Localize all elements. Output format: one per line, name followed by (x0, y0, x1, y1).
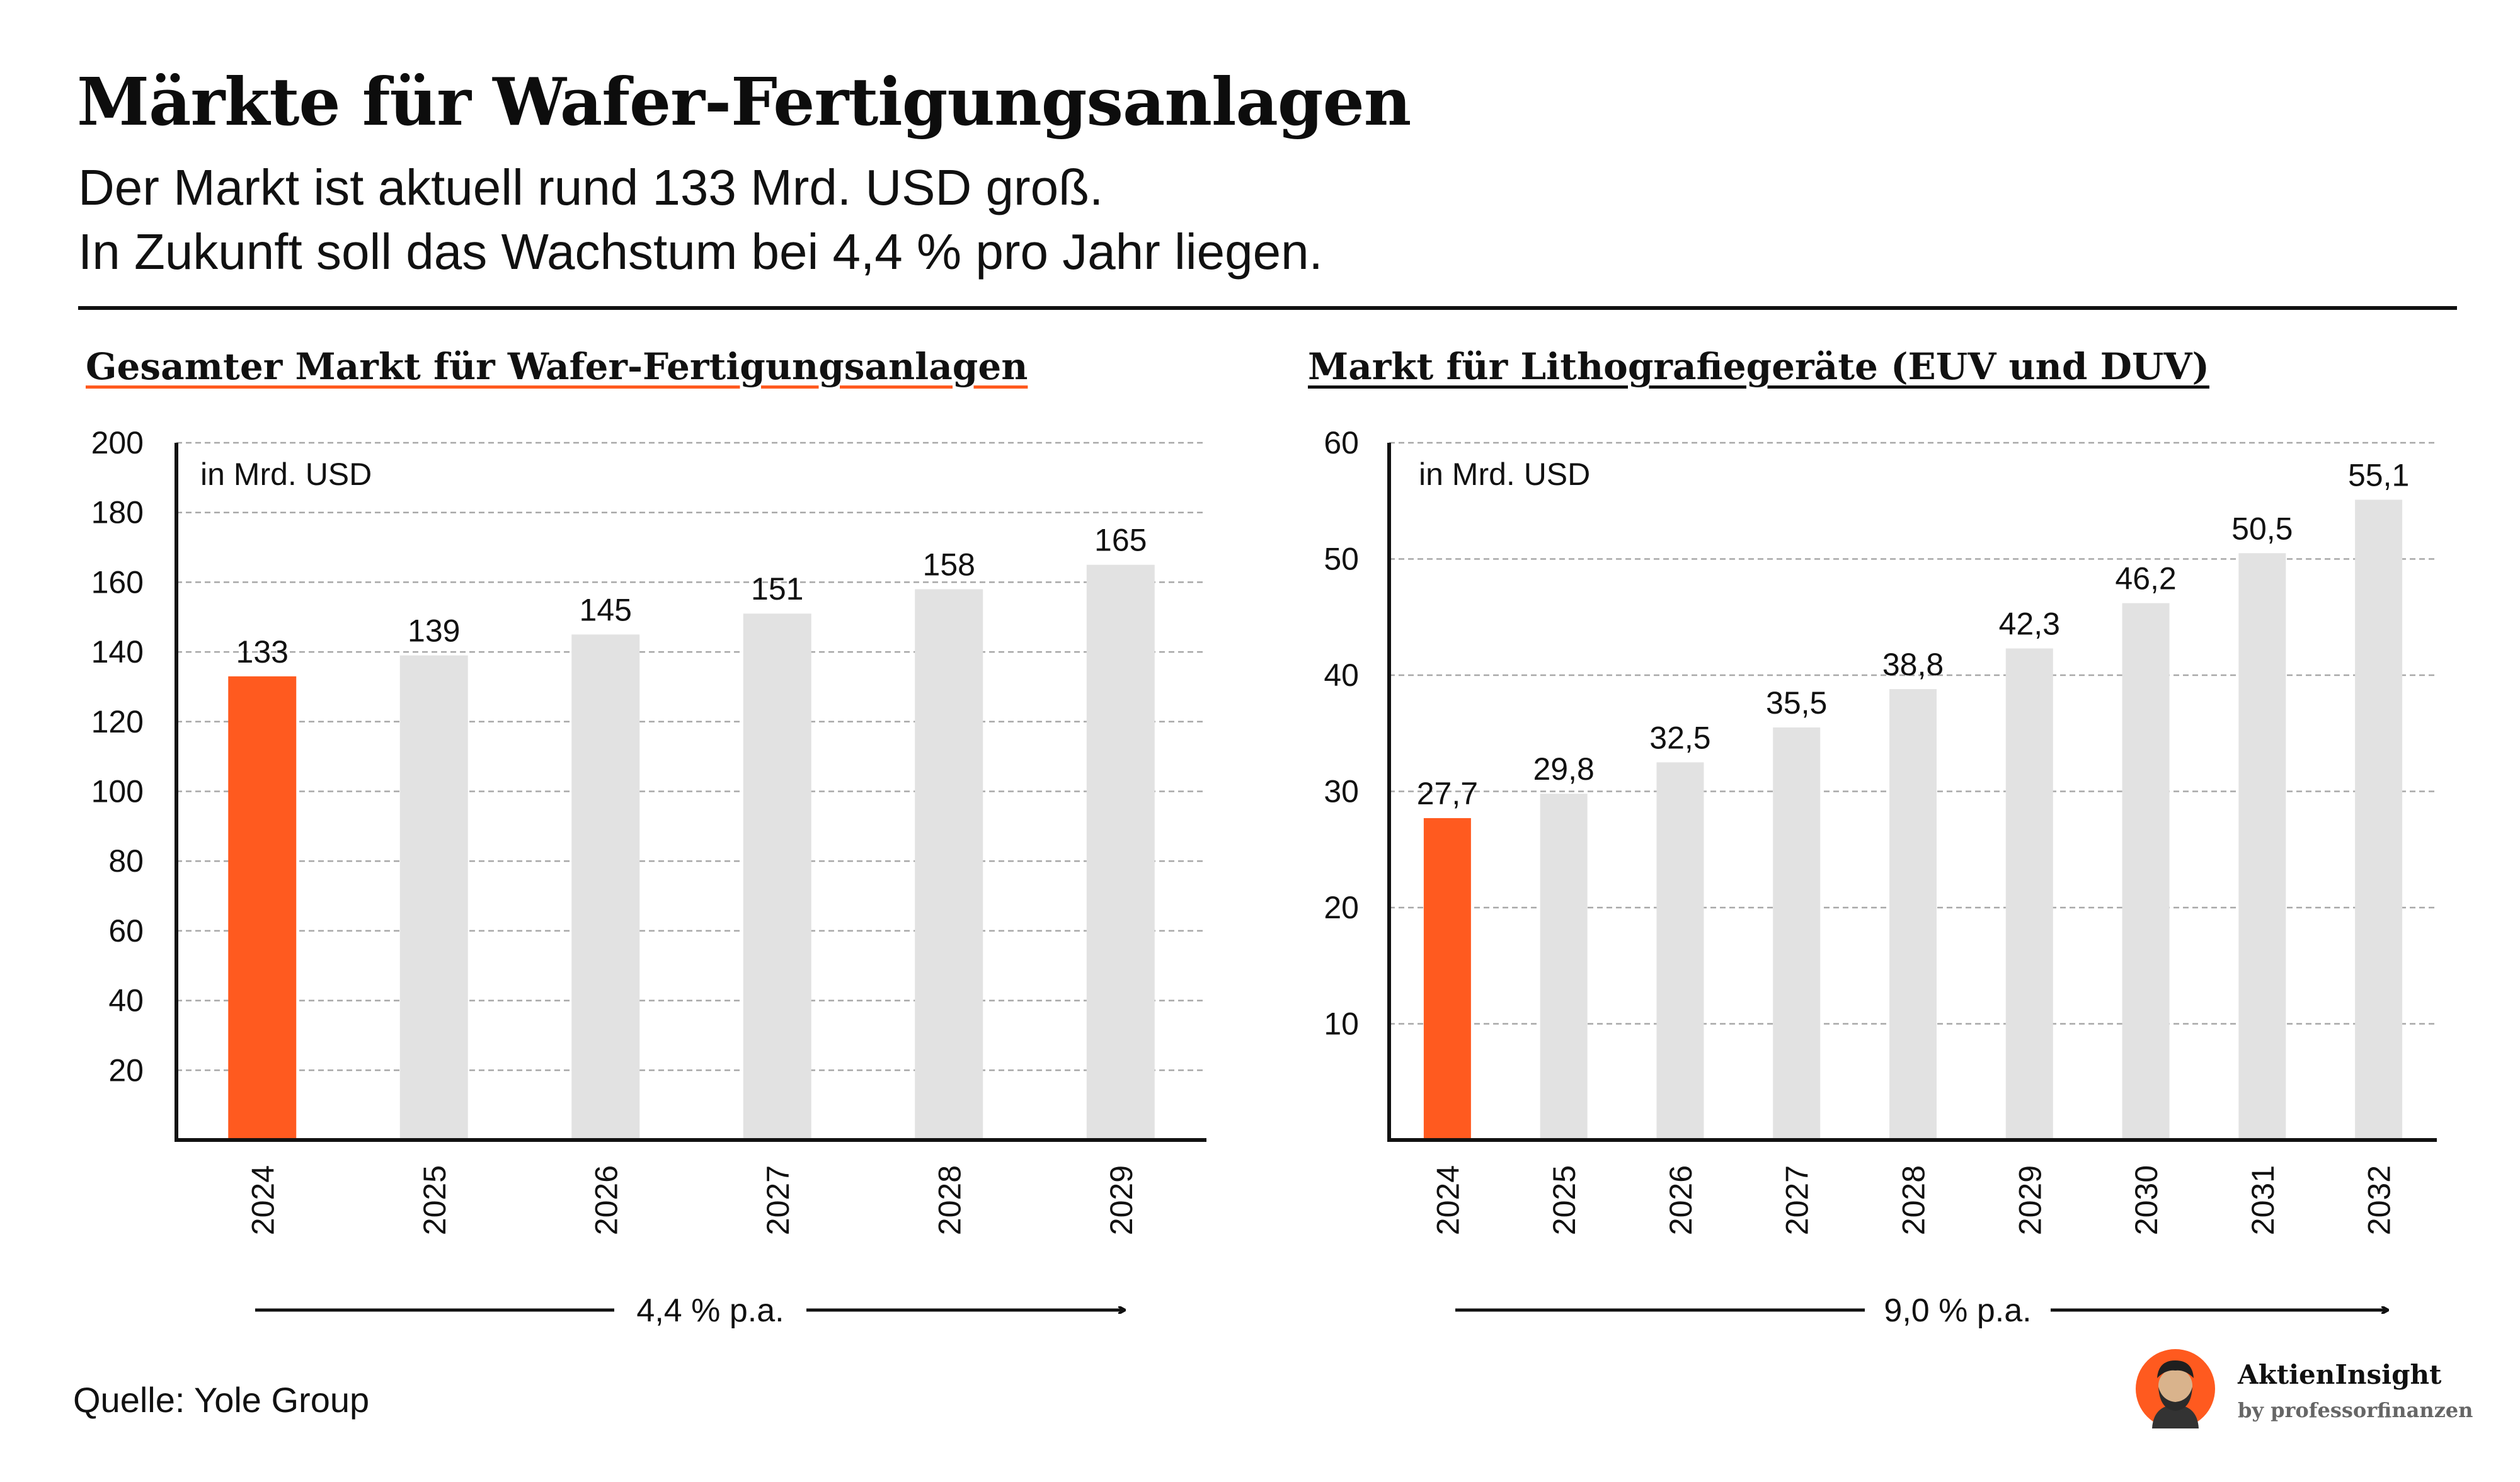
y-tick-label: 140 (91, 634, 144, 670)
bar (2122, 603, 2170, 1140)
bar-value-label: 29,8 (1533, 751, 1595, 787)
bar (915, 589, 983, 1140)
x-tick-label: 2025 (1547, 1165, 1582, 1235)
x-tick-label: 2028 (932, 1165, 967, 1235)
growth-rate-label: 9,0 % p.a. (1884, 1292, 2031, 1329)
bar-value-label: 139 (408, 613, 460, 649)
y-tick-label: 60 (1324, 425, 1359, 460)
bar (1086, 564, 1155, 1140)
bar-value-label: 32,5 (1649, 720, 1710, 755)
x-tick-label: 2032 (2362, 1165, 2397, 1235)
bar (1773, 727, 1821, 1140)
bar-value-label: 46,2 (2115, 561, 2176, 596)
unit-label: in Mrd. USD (1419, 457, 1590, 492)
bar (2238, 553, 2286, 1140)
bar (1656, 762, 1704, 1140)
page-title: Märkte für Wafer-Fertigungsanlagen (77, 63, 1411, 140)
subtitle-line-2: In Zukunft soll das Wachstum bei 4,4 % p… (78, 224, 1323, 280)
bar (228, 676, 297, 1140)
x-tick-label: 2029 (1104, 1165, 1139, 1235)
y-tick-label: 100 (91, 774, 144, 809)
header-divider (78, 306, 2457, 310)
x-tick-label: 2026 (588, 1165, 624, 1235)
bar (2355, 499, 2403, 1140)
bar-value-label: 50,5 (2231, 511, 2293, 546)
y-tick-label: 10 (1324, 1006, 1359, 1042)
x-tick-label: 2028 (1896, 1165, 1932, 1235)
x-tick-label: 2027 (760, 1165, 796, 1235)
x-tick-label: 2024 (1430, 1165, 1465, 1235)
x-tick-label: 2024 (245, 1165, 280, 1235)
bar-value-label: 55,1 (2348, 457, 2409, 493)
y-tick-label: 80 (108, 843, 144, 879)
y-tick-label: 30 (1324, 774, 1359, 809)
bar-value-label: 42,3 (1999, 607, 2060, 642)
bar-value-label: 151 (751, 571, 803, 607)
x-tick-label: 2026 (1663, 1165, 1698, 1235)
y-tick-label: 60 (108, 913, 144, 949)
source-note: Quelle: Yole Group (73, 1380, 370, 1420)
chart-1-title: Gesamter Markt für Wafer-Fertigungsanlag… (86, 345, 1028, 388)
brand-name: AktienInsight (2238, 1359, 2442, 1390)
bar-value-label: 165 (1094, 523, 1147, 558)
y-tick-label: 120 (91, 704, 144, 739)
y-tick-label: 20 (108, 1052, 144, 1088)
bar (2005, 648, 2053, 1140)
y-tick-label: 20 (1324, 890, 1359, 925)
bar (743, 613, 811, 1140)
brand-byline: by professorfinanzen (2238, 1398, 2473, 1422)
bar-value-label: 133 (236, 634, 289, 670)
x-tick-label: 2025 (417, 1165, 452, 1235)
subtitle-line-1: Der Markt ist aktuell rund 133 Mrd. USD … (78, 159, 1104, 215)
x-tick-label: 2027 (1780, 1165, 1815, 1235)
y-tick-label: 180 (91, 495, 144, 530)
bar (399, 655, 468, 1140)
growth-rate-label: 4,4 % p.a. (636, 1292, 784, 1329)
x-tick-label: 2029 (2012, 1165, 2048, 1235)
bar-value-label: 145 (580, 592, 632, 627)
bar-value-label: 38,8 (1882, 647, 1944, 682)
unit-label: in Mrd. USD (200, 457, 372, 492)
x-tick-label: 2030 (2129, 1165, 2164, 1235)
chart-2-title: Markt für Lithografiegeräte (EUV und DUV… (1308, 345, 2209, 388)
y-tick-label: 160 (91, 564, 144, 600)
bar (1889, 689, 1937, 1140)
chart-1: 20 40 60 80 100 120 140 160 180 200 in Mrd. USD 133… (91, 425, 1206, 1329)
bar-value-label: 158 (923, 547, 975, 582)
bar (571, 634, 640, 1140)
y-tick-label: 200 (91, 425, 144, 460)
y-tick-label: 40 (1324, 658, 1359, 693)
bar-value-label: 27,7 (1417, 776, 1478, 811)
y-tick-label: 50 (1324, 542, 1359, 577)
y-tick-label: 40 (108, 983, 144, 1018)
brand-avatar-icon (2136, 1349, 2215, 1428)
bar (1423, 818, 1471, 1140)
bar (1540, 794, 1588, 1140)
x-tick-label: 2031 (2245, 1165, 2281, 1235)
bar-value-label: 35,5 (1766, 685, 1827, 721)
